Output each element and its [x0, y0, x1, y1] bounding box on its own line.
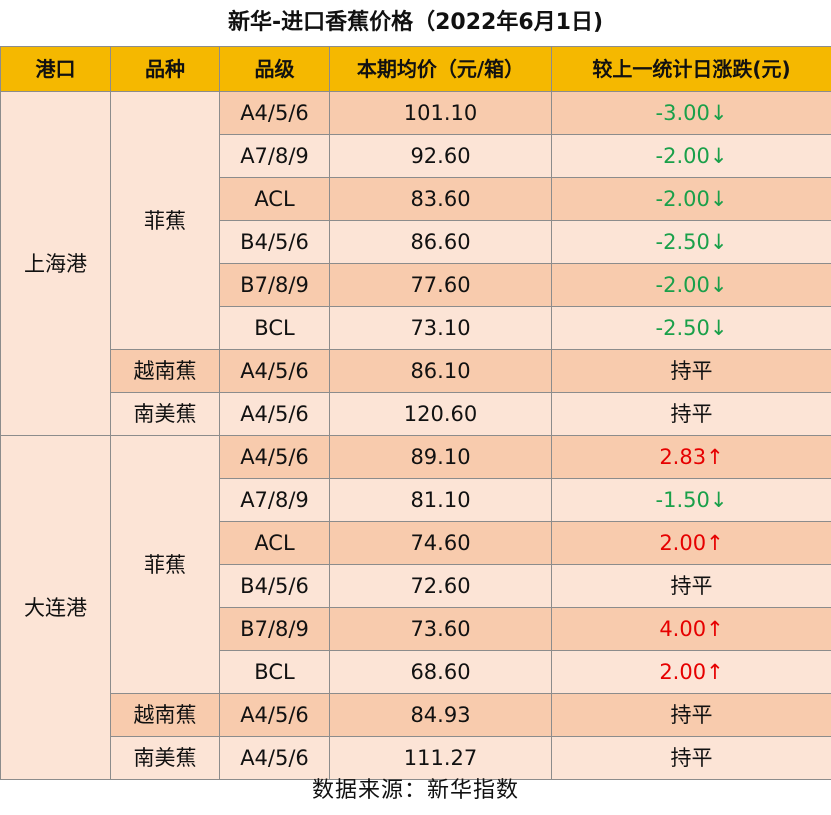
- table-row: B7/8/9 73.60 4.00↑: [1, 607, 831, 651]
- change-cell: 2.00↑: [551, 650, 831, 694]
- price-cell: 120.60: [329, 392, 552, 436]
- table-title: 新华-进口香蕉价格（2022年6月1日): [227, 10, 604, 35]
- port-cell: 大连港: [0, 435, 111, 780]
- table-row: 上海港 菲蕉 A4/5/6 101.10 -3.00↓: [0, 91, 831, 436]
- table-row: ACL 83.60 -2.00↓: [1, 177, 831, 221]
- change-cell: -2.50↓: [551, 220, 831, 264]
- price-cell: 86.10: [329, 349, 552, 393]
- change-cell: 持平: [551, 736, 831, 780]
- variety-cell: 越南蕉: [110, 349, 220, 393]
- table-body: 上海港 菲蕉 A4/5/6 101.10 -3.00↓ A7/8/9 92.60 -2.00↓…: [0, 91, 831, 780]
- change-cell: 2.83↑: [551, 435, 831, 479]
- table-row: B7/8/9 77.60 -2.00↓: [1, 263, 831, 307]
- table-row: 大连港 菲蕉 A4/5/6 89.10 2.83↑: [0, 435, 831, 780]
- grade-cell: B7/8/9: [219, 607, 330, 651]
- change-cell: 持平: [551, 392, 831, 436]
- price-cell: 81.10: [329, 478, 552, 522]
- variety-cell: 越南蕉: [110, 693, 220, 737]
- change-cell: -2.50↓: [551, 306, 831, 350]
- table-row: BCL 68.60 2.00↑: [1, 650, 831, 694]
- price-cell: 111.27: [329, 736, 552, 780]
- port-cell: 上海港: [0, 91, 111, 436]
- price-cell: 74.60: [329, 521, 552, 565]
- grade-cell: B7/8/9: [219, 263, 330, 307]
- header-grade: 品级: [219, 46, 330, 92]
- grade-cell: B4/5/6: [219, 564, 330, 608]
- table-row: A7/8/9 92.60 -2.00↓: [1, 134, 831, 178]
- table-row: B4/5/6 72.60 持平: [1, 564, 831, 608]
- grade-cell: ACL: [219, 521, 330, 565]
- change-cell: -2.00↓: [551, 177, 831, 221]
- change-cell: 持平: [551, 693, 831, 737]
- change-cell: 2.00↑: [551, 521, 831, 565]
- table-row: 越南蕉 A4/5/6 84.93 持平: [1, 693, 831, 737]
- table-row: ACL 74.60 2.00↑: [1, 521, 831, 565]
- data-source: 数据来源：新华指数: [311, 778, 519, 803]
- grade-cell: A7/8/9: [219, 478, 330, 522]
- variety-cell: 菲蕉: [110, 91, 220, 350]
- price-cell: 84.93: [329, 693, 552, 737]
- price-cell: 72.60: [329, 564, 552, 608]
- grade-cell: A4/5/6: [219, 349, 330, 393]
- grade-cell: A7/8/9: [219, 134, 330, 178]
- table-row: B4/5/6 86.60 -2.50↓: [1, 220, 831, 264]
- price-cell: 86.60: [329, 220, 552, 264]
- change-cell: -1.50↓: [551, 478, 831, 522]
- price-cell: 89.10: [329, 435, 552, 479]
- price-cell: 101.10: [329, 91, 552, 135]
- grade-cell: A4/5/6: [219, 736, 330, 780]
- grade-cell: ACL: [219, 177, 330, 221]
- change-cell: -2.00↓: [551, 134, 831, 178]
- change-cell: 4.00↑: [551, 607, 831, 651]
- banana-price-table: 港口 品种 品级 本期均价（元/箱） 较上一统计日涨跌(元) 上海港 菲蕉 A4/5…: [0, 46, 831, 780]
- header-change: 较上一统计日涨跌(元): [551, 46, 831, 92]
- grade-cell: A4/5/6: [219, 91, 330, 135]
- grade-cell: BCL: [219, 306, 330, 350]
- grade-cell: A4/5/6: [219, 392, 330, 436]
- grade-cell: B4/5/6: [219, 220, 330, 264]
- table-header-row: 港口 品种 品级 本期均价（元/箱） 较上一统计日涨跌(元): [0, 46, 831, 92]
- price-cell: 92.60: [329, 134, 552, 178]
- grade-cell: BCL: [219, 650, 330, 694]
- variety-cell: 南美蕉: [110, 736, 220, 780]
- table-row: 南美蕉 A4/5/6 120.60 持平: [1, 392, 831, 436]
- header-port: 港口: [0, 46, 111, 92]
- header-avg-price: 本期均价（元/箱）: [329, 46, 552, 92]
- grade-cell: A4/5/6: [219, 693, 330, 737]
- change-cell: -2.00↓: [551, 263, 831, 307]
- variety-cell: 菲蕉: [110, 435, 220, 694]
- change-cell: 持平: [551, 564, 831, 608]
- price-cell: 83.60: [329, 177, 552, 221]
- table-row: 越南蕉 A4/5/6 86.10 持平: [1, 349, 831, 393]
- price-cell: 73.60: [329, 607, 552, 651]
- price-cell: 73.10: [329, 306, 552, 350]
- change-cell: -3.00↓: [551, 91, 831, 135]
- change-cell: 持平: [551, 349, 831, 393]
- header-variety: 品种: [110, 46, 220, 92]
- grade-cell: A4/5/6: [219, 435, 330, 479]
- table-row: 南美蕉 A4/5/6 111.27 持平: [1, 736, 831, 780]
- price-cell: 68.60: [329, 650, 552, 694]
- price-cell: 77.60: [329, 263, 552, 307]
- variety-cell: 南美蕉: [110, 392, 220, 436]
